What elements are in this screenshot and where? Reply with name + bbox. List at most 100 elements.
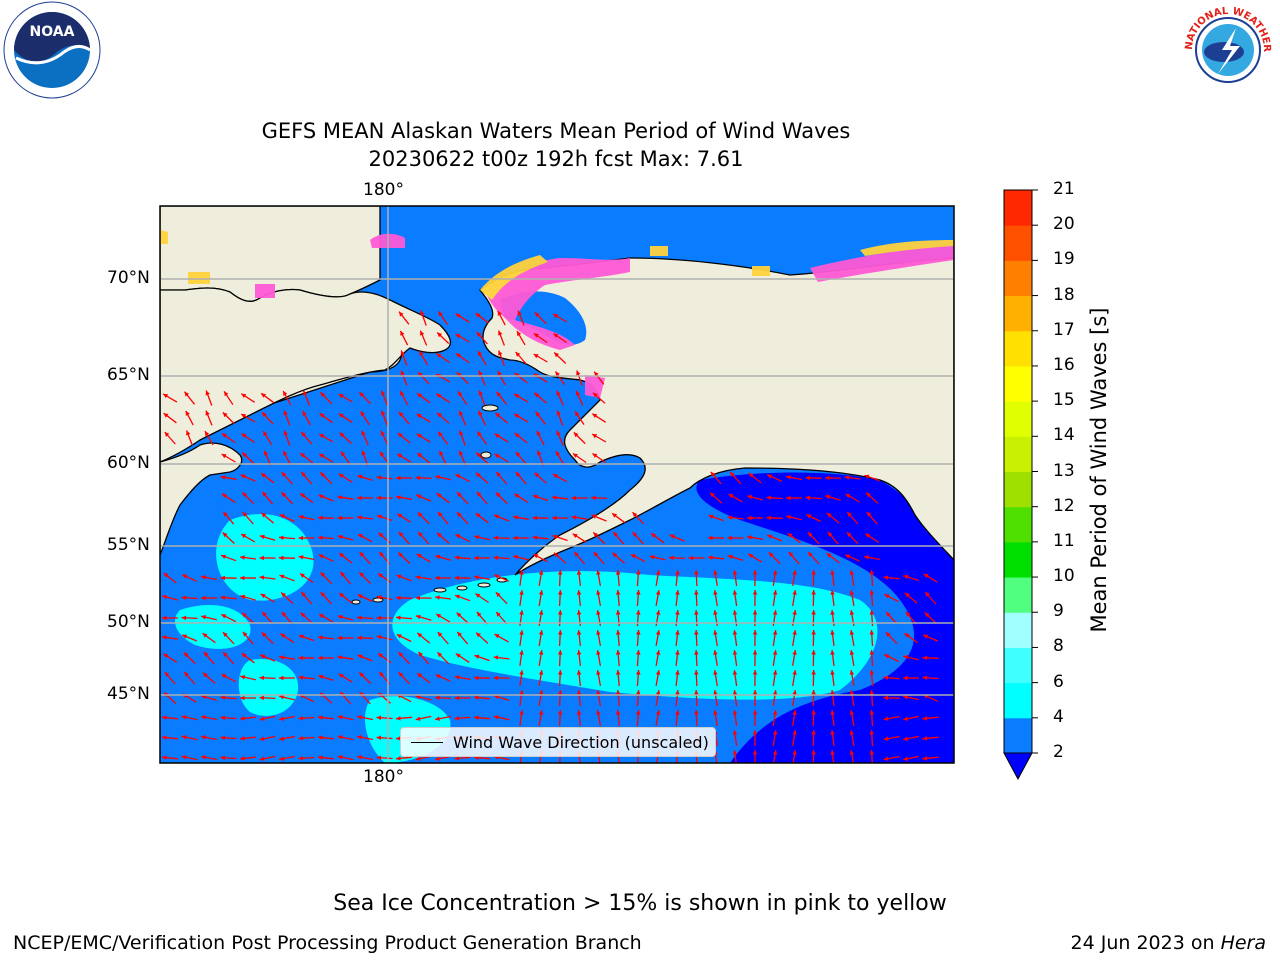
wind-wave-arrow-head xyxy=(380,430,385,436)
wind-wave-arrow-head xyxy=(357,715,362,720)
wind-wave-arrow-head xyxy=(513,554,519,560)
wind-wave-arrow-head xyxy=(536,430,541,436)
wind-wave-arrow-head xyxy=(864,474,870,479)
wind-wave-arrow-head xyxy=(497,310,502,316)
wind-wave-arrow-head xyxy=(752,730,758,735)
wind-wave-arrow-head xyxy=(630,554,636,559)
wind-wave-arrow-head xyxy=(519,570,524,575)
wind-wave-arrow-head xyxy=(519,670,524,675)
wind-wave-arrow-head xyxy=(732,710,738,715)
wind-wave-arrow-head xyxy=(220,715,226,721)
wind-wave-arrow-head xyxy=(556,390,561,396)
wind-wave-arrow-head xyxy=(922,655,928,661)
wind-wave-arrow-head xyxy=(849,610,855,615)
wind-wave-arrow-head xyxy=(259,716,265,721)
wind-wave-arrow-head xyxy=(396,495,401,500)
wind-wave-arrow-head xyxy=(866,511,872,517)
colorbar-segment xyxy=(1004,225,1032,261)
wind-wave-arrow-head xyxy=(554,352,559,358)
wind-wave-arrow-head xyxy=(922,675,928,680)
wind-wave-arrow-head xyxy=(474,555,479,561)
wind-wave-arrow-head xyxy=(494,634,500,639)
wind-wave-arrow-head xyxy=(376,615,381,621)
wind-wave-arrow-head xyxy=(338,473,344,478)
wind-wave-arrow-head xyxy=(845,494,851,499)
wind-wave-arrow-head xyxy=(320,392,326,397)
wind-wave-arrow-head xyxy=(636,630,641,635)
wind-wave-arrow-head xyxy=(593,532,599,538)
wind-wave-arrow-head xyxy=(261,512,267,518)
wind-wave-arrow-head xyxy=(181,615,187,621)
colorbar-segment xyxy=(1004,506,1032,543)
colorbar-segment xyxy=(1004,365,1032,402)
wind-wave-arrow-head xyxy=(615,570,621,575)
wind-wave-arrow-head xyxy=(883,736,889,741)
wind-wave-arrow-head xyxy=(320,592,326,597)
wind-wave-arrow-head xyxy=(752,690,758,695)
wind-wave-arrow-head xyxy=(241,393,247,398)
wind-wave-arrow-head xyxy=(221,454,227,459)
wind-wave-arrow-head xyxy=(221,433,227,438)
wind-wave-arrow-head xyxy=(205,390,210,396)
wind-wave-arrow-head xyxy=(792,610,797,615)
legend-line-swatch xyxy=(411,741,443,743)
lat-label-60n: 60°N xyxy=(107,453,150,473)
wind-wave-arrow-head xyxy=(827,531,833,537)
wind-wave-arrow-head xyxy=(318,735,323,740)
wind-wave-arrow-head xyxy=(262,412,267,417)
wind-wave-arrow-head xyxy=(557,570,563,575)
wind-wave-arrow-head xyxy=(655,710,661,715)
wind-wave-arrow-head xyxy=(772,670,778,675)
wind-wave-arrow-head xyxy=(474,695,479,700)
wind-wave-arrow-head xyxy=(732,730,738,735)
wind-wave-arrow-head xyxy=(519,610,524,615)
wind-wave-arrow-head xyxy=(398,552,403,558)
wind-wave-arrow-head xyxy=(792,710,797,715)
wind-wave-arrow-head xyxy=(532,494,538,499)
wind-wave-arrow-head xyxy=(181,755,187,760)
wind-wave-arrow-head xyxy=(532,535,538,540)
wind-wave-arrow-head xyxy=(224,391,229,397)
wind-wave-arrow-head xyxy=(223,511,228,517)
wind-wave-arrow-head xyxy=(655,650,661,655)
wind-wave-arrow-head xyxy=(593,392,598,398)
wind-wave-arrow-head xyxy=(417,632,423,638)
wind-wave-arrow-head xyxy=(201,735,206,740)
wind-wave-arrow-head xyxy=(866,492,871,498)
wind-wave-arrow-head xyxy=(571,495,576,501)
wind-wave-arrow-head xyxy=(475,472,481,478)
wind-wave-arrow-head xyxy=(454,575,459,581)
wind-wave-arrow-head xyxy=(713,670,718,675)
wind-wave-arrow-head xyxy=(279,535,284,540)
wind-wave-arrow-head xyxy=(752,650,758,655)
wind-wave-arrow-head xyxy=(786,475,791,480)
wind-wave-arrow-head xyxy=(615,690,621,695)
wind-wave-arrow-head xyxy=(454,756,460,761)
wind-wave-arrow-head xyxy=(767,474,773,479)
ocean-period-lt2-gulf xyxy=(696,472,954,763)
wind-wave-arrow-head xyxy=(436,393,442,398)
wind-wave-arrow-head xyxy=(319,434,325,439)
colorbar-tick-label: 14 xyxy=(1053,425,1075,446)
wind-wave-arrow-head xyxy=(596,630,601,635)
wind-wave-arrow-head xyxy=(903,675,908,681)
wind-wave-arrow-head xyxy=(573,432,579,438)
wind-wave-arrow-head xyxy=(538,670,544,675)
wind-wave-arrow-head xyxy=(575,411,580,417)
wind-wave-arrow-head xyxy=(923,634,929,639)
wind-wave-arrow-head xyxy=(537,450,542,456)
colorbar-segment xyxy=(1004,471,1032,508)
wind-wave-arrow-head xyxy=(830,590,835,595)
wind-wave-arrow-head xyxy=(830,750,835,755)
wind-wave-arrow-head xyxy=(538,710,544,715)
noaa-logo-icon: NOAA xyxy=(3,1,101,99)
wind-wave-arrow-head xyxy=(772,690,778,695)
wind-wave-arrow-head xyxy=(396,756,401,761)
wind-wave-arrow-head xyxy=(772,570,778,575)
wind-wave-arrow-head xyxy=(576,570,582,575)
wind-wave-arrow-head xyxy=(301,471,306,477)
wind-wave-arrow-head xyxy=(515,471,521,477)
wind-wave-arrow-head xyxy=(201,575,206,580)
wind-wave-arrow-head xyxy=(905,611,911,617)
wind-wave-arrow-head xyxy=(576,690,582,695)
